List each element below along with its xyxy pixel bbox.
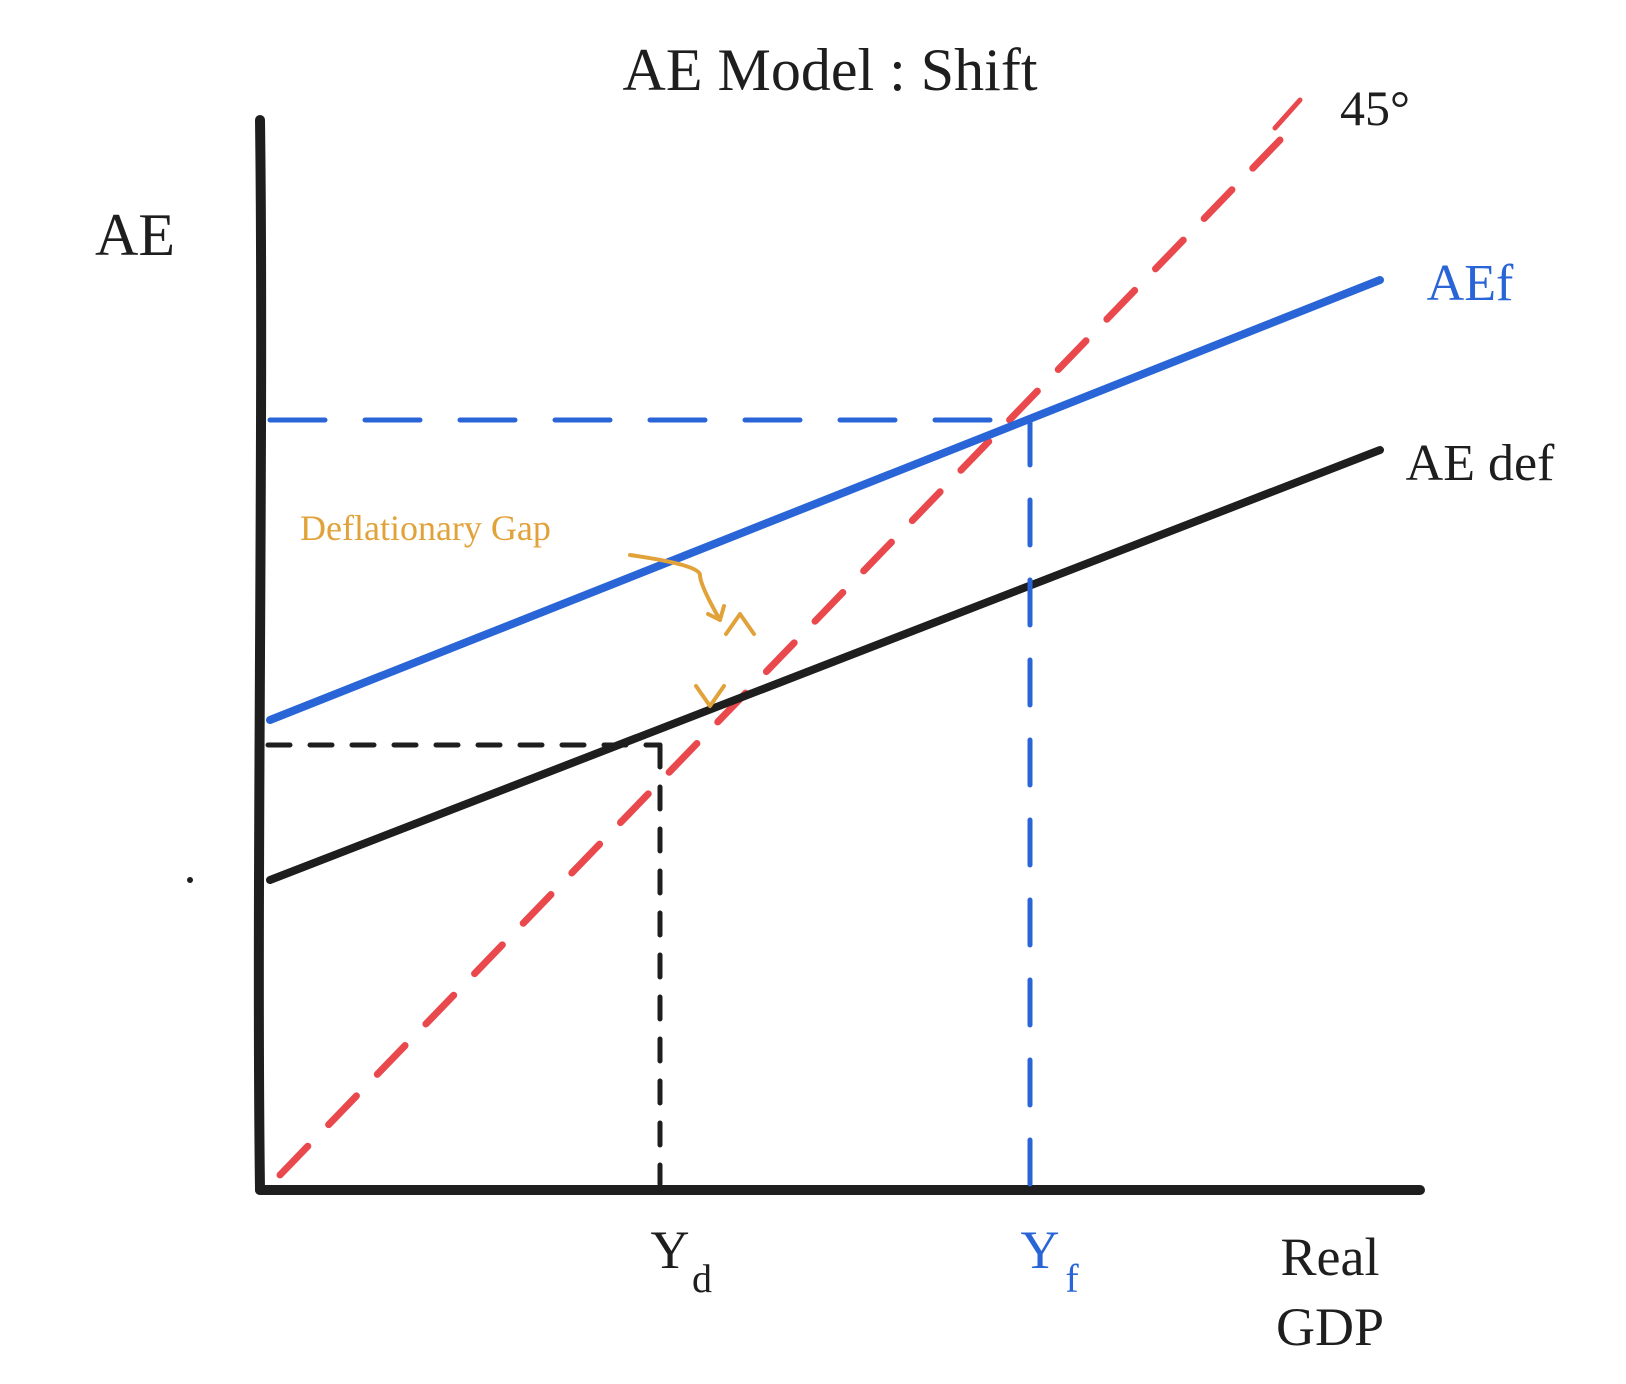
x-axis <box>260 1189 1420 1191</box>
svg-text:Y: Y <box>1021 1220 1060 1280</box>
stray-dot <box>187 877 193 883</box>
svg-text:f: f <box>1065 1256 1079 1301</box>
x-axis-label-2: GDP <box>1276 1297 1384 1357</box>
ref-45-label: 45° <box>1340 80 1410 136</box>
aef-label: AEf <box>1427 255 1514 312</box>
chart-background <box>0 0 1626 1384</box>
svg-text:d: d <box>692 1256 712 1301</box>
chart-title: AE Model : Shift <box>623 37 1038 103</box>
svg-text:Y: Y <box>651 1220 690 1280</box>
y-axis-label: AE <box>95 202 175 268</box>
y-axis <box>259 120 261 1190</box>
x-axis-label-1: Real <box>1281 1227 1380 1287</box>
aedef-label: AE def <box>1406 435 1555 492</box>
deflationary-gap-label: Deflationary Gap <box>300 508 551 548</box>
